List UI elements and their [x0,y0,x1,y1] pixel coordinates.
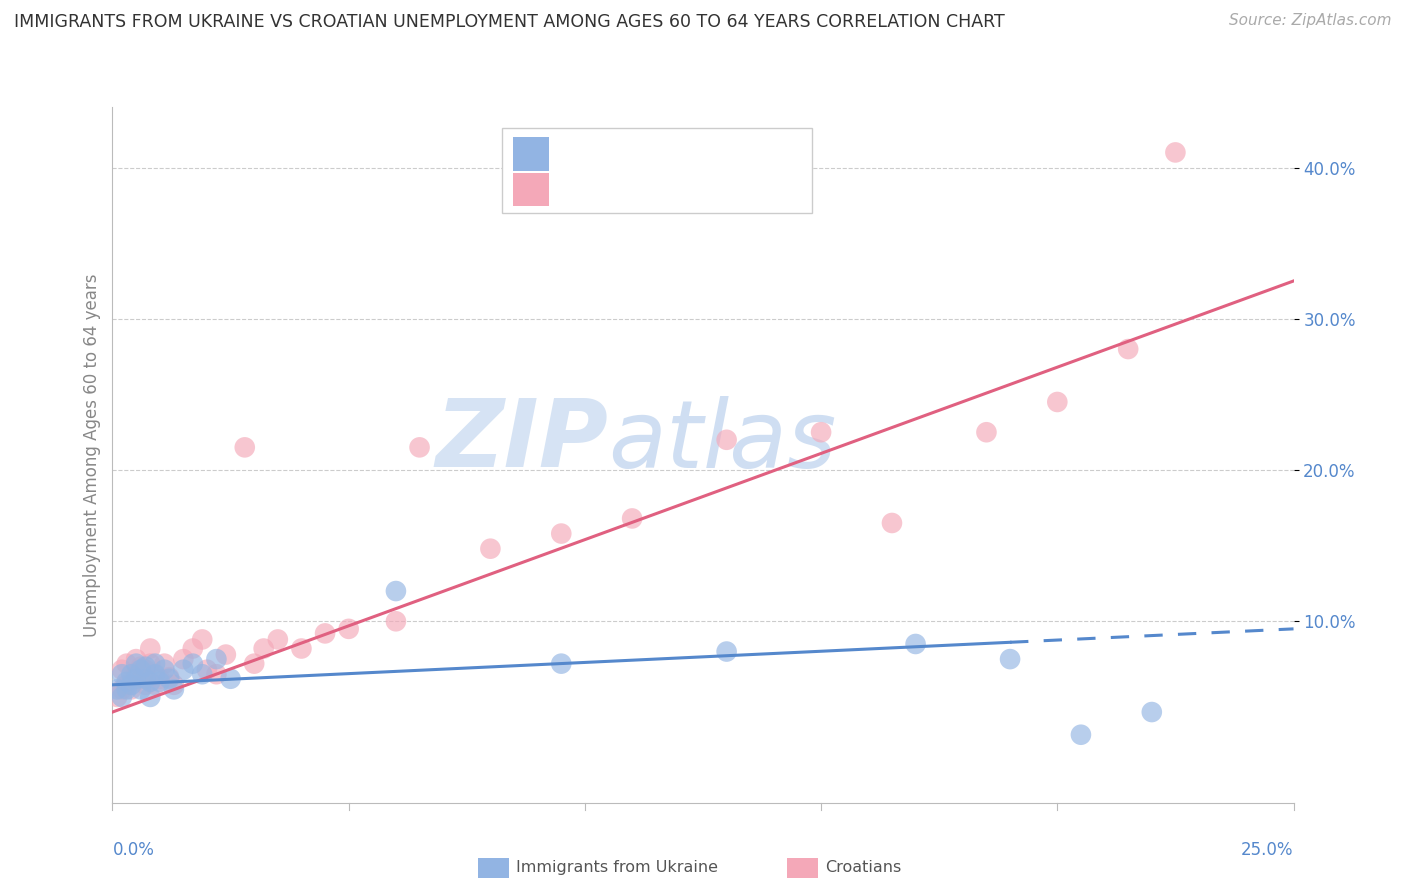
Point [163,678,186,692]
Point [135,672,157,686]
Point [181,657,204,671]
Point [172,663,194,677]
Point [337,622,360,636]
Text: atlas: atlas [609,395,837,486]
Text: ZIP: ZIP [436,395,609,487]
Point [314,626,336,640]
Point [205,652,228,666]
Point [115,682,138,697]
Point [139,641,162,656]
Point [1070,728,1092,742]
Point [1116,342,1139,356]
Point [157,670,180,684]
Point [205,667,228,681]
Point [149,674,172,689]
Point [219,672,242,686]
Point [129,659,152,673]
Point [163,682,186,697]
Point [385,615,408,629]
Point [129,672,152,686]
Point [111,667,134,681]
Point [253,641,276,656]
Point [143,667,166,681]
Point [149,672,172,686]
Point [191,667,214,681]
Text: R = 0.699   N = 44: R = 0.699 N = 44 [555,179,727,197]
Text: Croatians: Croatians [825,860,901,874]
Point [129,682,152,697]
Point [139,657,162,671]
Point [408,441,430,455]
Point [153,663,176,677]
Point [111,663,134,677]
Point [139,690,162,704]
Text: 25.0%: 25.0% [1241,840,1294,859]
Point [191,632,214,647]
Point [125,657,148,671]
Point [143,678,166,692]
Point [143,657,166,671]
Text: 0.0%: 0.0% [112,840,155,859]
Point [716,644,738,658]
Point [810,425,832,440]
Point [105,690,128,704]
Point [125,667,148,681]
Text: IMMIGRANTS FROM UKRAINE VS CROATIAN UNEMPLOYMENT AMONG AGES 60 TO 64 YEARS CORRE: IMMIGRANTS FROM UKRAINE VS CROATIAN UNEM… [14,13,1005,31]
Point [129,663,152,677]
Point [181,641,204,656]
Point [267,632,290,647]
Point [976,425,998,440]
Point [243,657,266,671]
Point [135,663,157,677]
Point [1140,705,1163,719]
Point [1046,395,1069,409]
Point [115,678,138,692]
Y-axis label: Unemployment Among Ages 60 to 64 years: Unemployment Among Ages 60 to 64 years [83,273,101,637]
Point [172,652,194,666]
Point [904,637,927,651]
Point [135,659,157,673]
Point [120,682,142,697]
Point [479,541,502,556]
Point [120,678,142,692]
Point [135,678,157,692]
Text: Source: ZipAtlas.com: Source: ZipAtlas.com [1229,13,1392,29]
Point [105,682,128,697]
Point [385,584,408,599]
Point [111,690,134,704]
Point [1164,145,1187,160]
Point [153,657,176,671]
Point [115,657,138,671]
Text: Immigrants from Ukraine: Immigrants from Ukraine [516,860,718,874]
Point [550,526,572,541]
Point [125,652,148,666]
Point [233,441,256,455]
Point [998,652,1021,666]
Point [290,641,312,656]
Point [125,672,148,686]
Point [621,511,644,525]
Point [111,682,134,697]
Text: R = 0.259   N = 33: R = 0.259 N = 33 [555,144,727,161]
Point [157,672,180,686]
Point [195,663,218,677]
Point [716,433,738,447]
Point [550,657,572,671]
Point [880,516,903,530]
Point [215,648,238,662]
Point [120,667,142,681]
Point [139,674,162,689]
Point [115,674,138,689]
